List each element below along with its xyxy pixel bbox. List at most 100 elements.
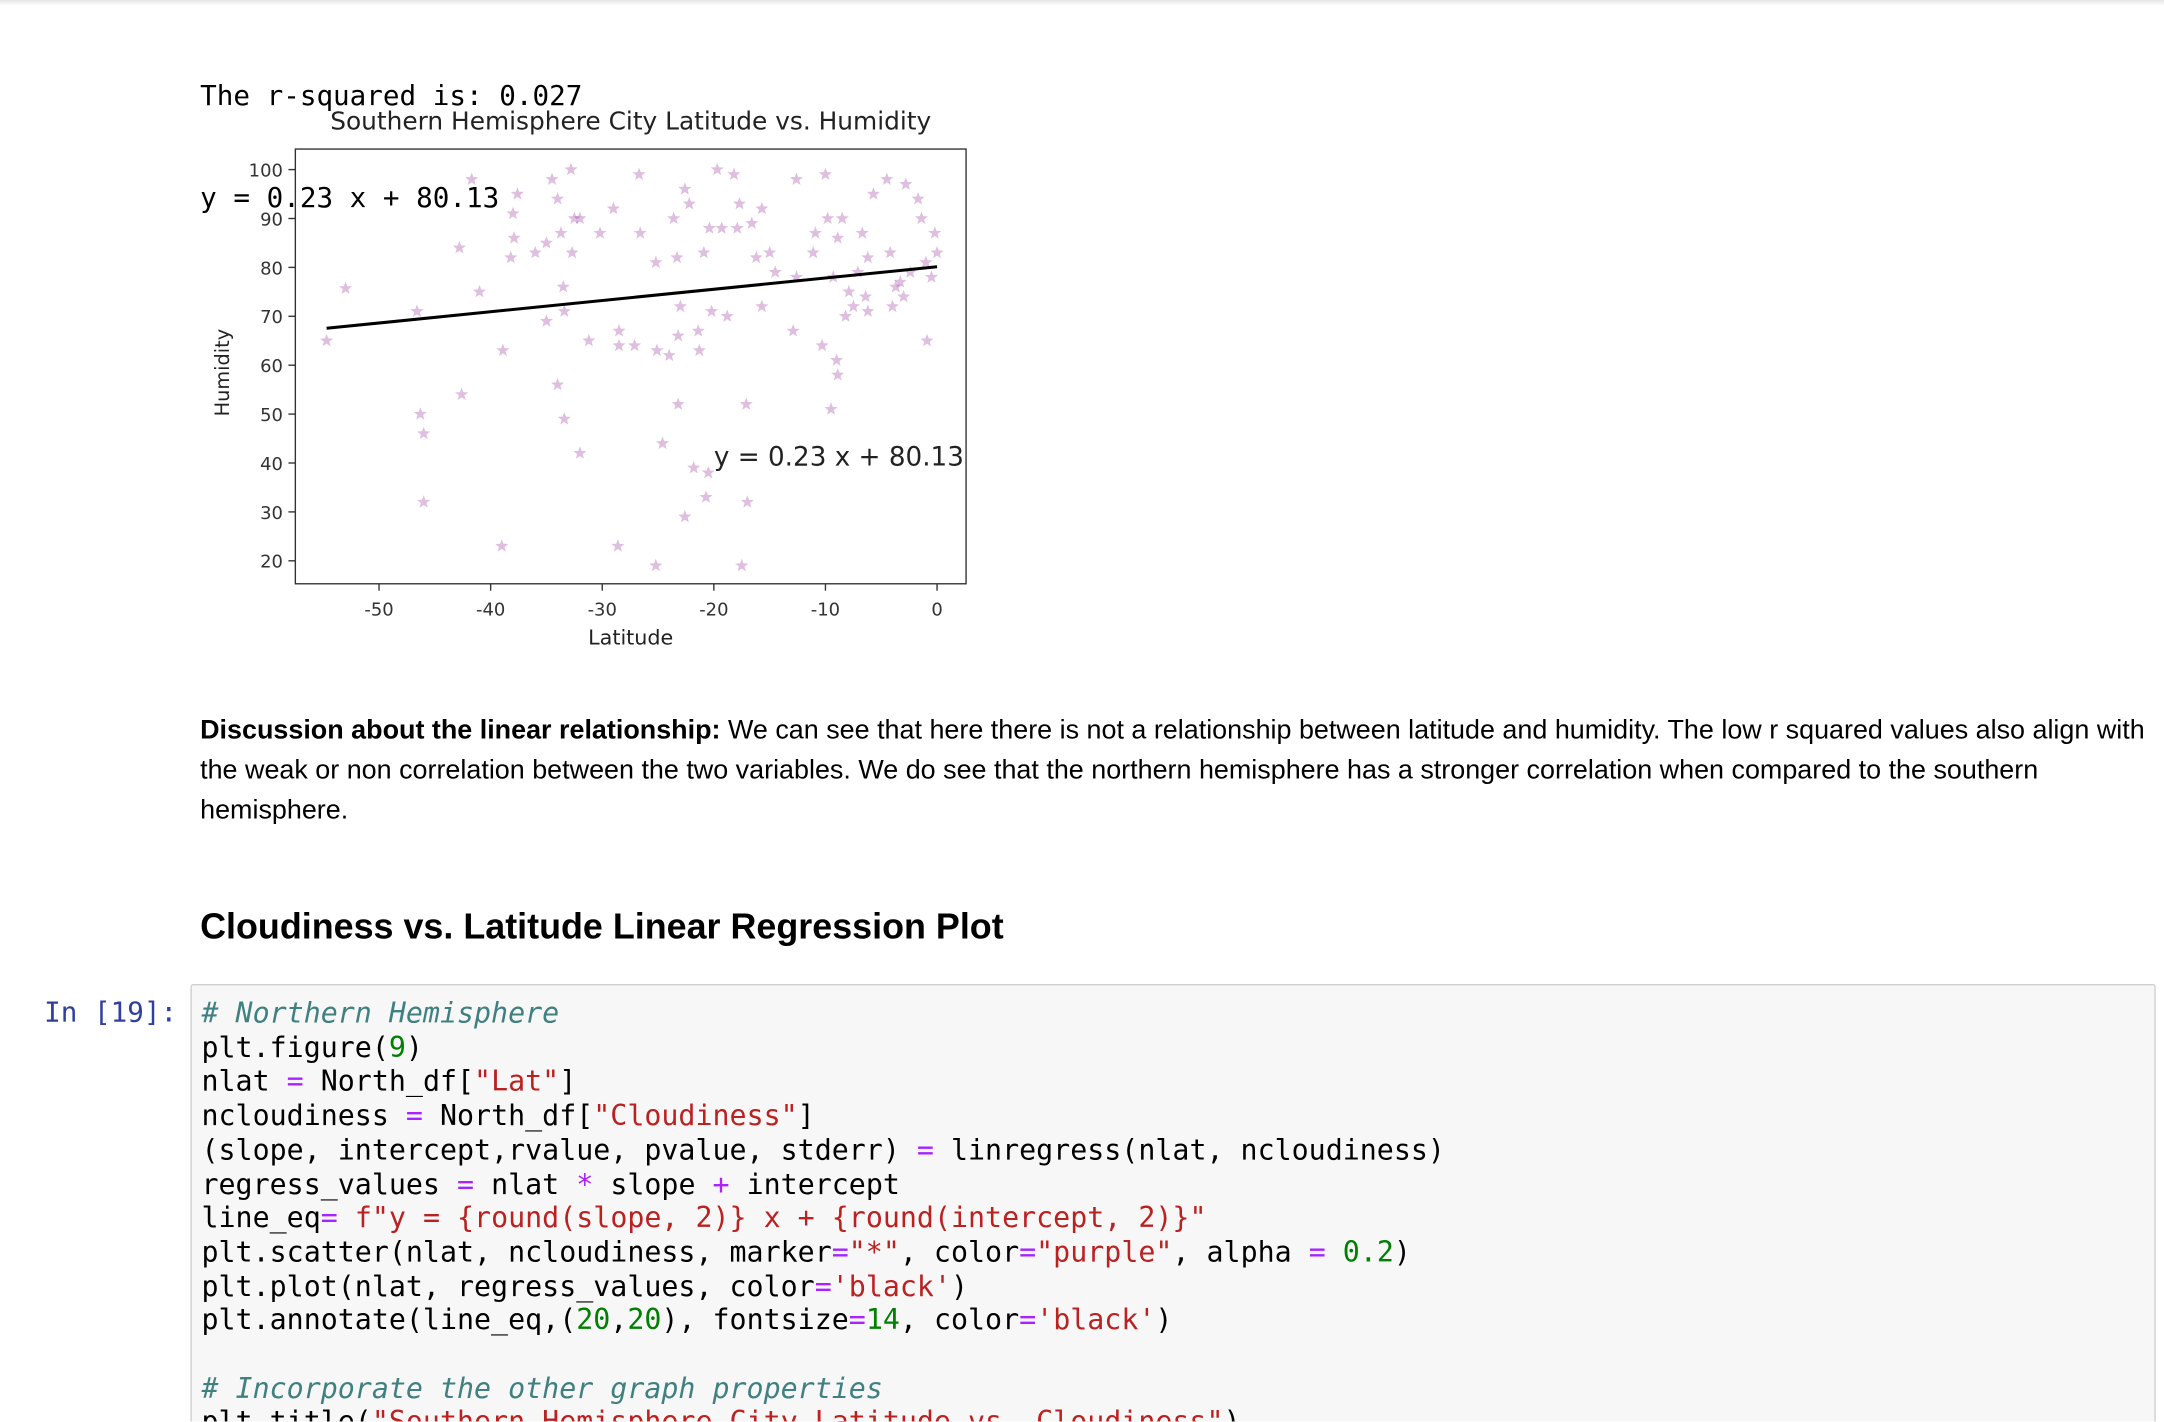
code-line: plt.annotate(line_eq,(20,20), fontsize=1… bbox=[201, 1303, 1173, 1337]
scatter-point bbox=[495, 539, 509, 552]
y-tick-label: 50 bbox=[260, 405, 283, 426]
scatter-point bbox=[504, 250, 518, 264]
scatter-point bbox=[911, 192, 925, 205]
x-tick-label: -40 bbox=[476, 600, 505, 621]
scatter-point bbox=[673, 299, 687, 313]
toolbar-shadow bbox=[0, 0, 2164, 6]
scatter-point bbox=[528, 245, 542, 259]
x-tick-label: -10 bbox=[811, 600, 840, 621]
scatter-point bbox=[667, 211, 681, 225]
scatter-point bbox=[866, 187, 881, 200]
scatter-point bbox=[831, 231, 845, 244]
scatter-point bbox=[808, 226, 822, 239]
y-tick-label: 40 bbox=[260, 454, 283, 475]
scatter-point bbox=[897, 289, 911, 303]
code-line: # Northern Hemisphere bbox=[201, 996, 560, 1030]
code-line: (slope, intercept,rvalue, pvalue, stderr… bbox=[201, 1132, 1445, 1166]
scatter-point bbox=[815, 338, 829, 352]
scatter-point bbox=[556, 280, 570, 293]
plot-frame bbox=[294, 148, 967, 585]
scatter-point bbox=[662, 348, 676, 361]
scatter-point bbox=[727, 167, 741, 181]
scatter-point bbox=[506, 206, 520, 220]
scatter-point bbox=[564, 162, 578, 176]
code-block: # Incorporate the other graph properties… bbox=[201, 1371, 1444, 1421]
scatter-point bbox=[806, 245, 820, 259]
scatter-point bbox=[582, 333, 596, 347]
code-block: # Northern Hemisphere plt.figure(9) nlat =… bbox=[201, 996, 1444, 1337]
scatter-point bbox=[649, 255, 663, 269]
scatter-point bbox=[861, 250, 875, 264]
scatter-point bbox=[730, 221, 744, 234]
scatter-point bbox=[763, 245, 777, 259]
scatter-point bbox=[831, 368, 845, 381]
scatter-point bbox=[557, 412, 571, 425]
y-tick-label: 90 bbox=[260, 209, 283, 230]
scatter-point bbox=[735, 558, 749, 572]
scatter-point bbox=[320, 333, 334, 347]
code-line: # Incorporate the other graph properties bbox=[201, 1371, 883, 1405]
scatter-point bbox=[455, 387, 469, 401]
scatter-point bbox=[551, 377, 565, 391]
scatter-point bbox=[650, 343, 664, 357]
scatter-point bbox=[628, 338, 642, 352]
scatter-point bbox=[930, 245, 944, 259]
scatter-point bbox=[507, 231, 521, 244]
chart: Southern Hemisphere City Latitude vs. Hu… bbox=[211, 107, 967, 650]
x-tick-label: -20 bbox=[699, 600, 728, 621]
scatter-point bbox=[842, 284, 856, 298]
scatter-point bbox=[633, 226, 647, 239]
scatter-point bbox=[573, 211, 587, 225]
code-line: plt.figure(9) bbox=[201, 1030, 423, 1064]
code: # Northern Hemisphere plt.figure(9) nlat =… bbox=[201, 996, 1444, 1421]
y-tick-label: 30 bbox=[260, 503, 283, 524]
y-tick-label: 80 bbox=[260, 258, 283, 279]
scatter-point bbox=[851, 265, 865, 278]
scatter-point bbox=[732, 196, 747, 210]
scatter-point bbox=[701, 465, 715, 479]
scatter-point bbox=[632, 167, 646, 181]
scatter-point bbox=[883, 245, 897, 259]
scatter-point bbox=[612, 338, 626, 352]
code-line: plt.plot(nlat, regress_values, color='bl… bbox=[201, 1269, 969, 1303]
scatter-point bbox=[539, 236, 554, 249]
scatter-point bbox=[885, 299, 899, 313]
scatter-point bbox=[557, 304, 571, 317]
scatter-point bbox=[740, 495, 754, 508]
scatter-point bbox=[678, 182, 692, 195]
scatter-point bbox=[789, 270, 803, 283]
scatter-point bbox=[786, 324, 800, 337]
scatter-point bbox=[914, 211, 928, 225]
chart-title: Southern Hemisphere City Latitude vs. Hu… bbox=[330, 107, 931, 136]
code-cell[interactable]: # Northern Hemisphere plt.figure(9) nlat =… bbox=[190, 984, 2156, 1422]
code-line: plt.scatter(nlat, ncloudiness, marker="*… bbox=[201, 1235, 1411, 1269]
scatter-point bbox=[755, 299, 769, 313]
scatter-point bbox=[338, 281, 353, 295]
scatter-point bbox=[678, 509, 692, 523]
scatter-point bbox=[682, 196, 696, 210]
section-heading: Cloudiness vs. Latitude Linear Regressio… bbox=[200, 905, 1004, 947]
scatter-point bbox=[567, 211, 581, 225]
scatter-point bbox=[846, 299, 860, 313]
scatter-point bbox=[739, 397, 753, 410]
scatter-point bbox=[687, 460, 701, 474]
scatter-point bbox=[573, 446, 587, 459]
scatter-point bbox=[649, 558, 663, 572]
discussion-label: Discussion about the linear relationship… bbox=[200, 714, 721, 746]
scatter-point bbox=[655, 436, 670, 450]
y-tick-label: 60 bbox=[260, 356, 283, 377]
scatter-point bbox=[880, 172, 894, 185]
y-tick-label: 20 bbox=[260, 552, 283, 573]
output-line: The r-squared is: 0.027 bbox=[200, 78, 583, 112]
regression-line bbox=[326, 265, 938, 330]
scatter-point bbox=[671, 397, 685, 410]
scatter-point bbox=[472, 284, 487, 298]
code-line: line_eq= f"y = {round(slope, 2)} x + {ro… bbox=[201, 1200, 1207, 1235]
scatter-point bbox=[691, 324, 705, 337]
scatter-point bbox=[903, 265, 917, 278]
discussion: Discussion about the linear relationship… bbox=[200, 711, 2146, 831]
scatter-point bbox=[545, 172, 559, 185]
scatter-point bbox=[838, 309, 853, 322]
